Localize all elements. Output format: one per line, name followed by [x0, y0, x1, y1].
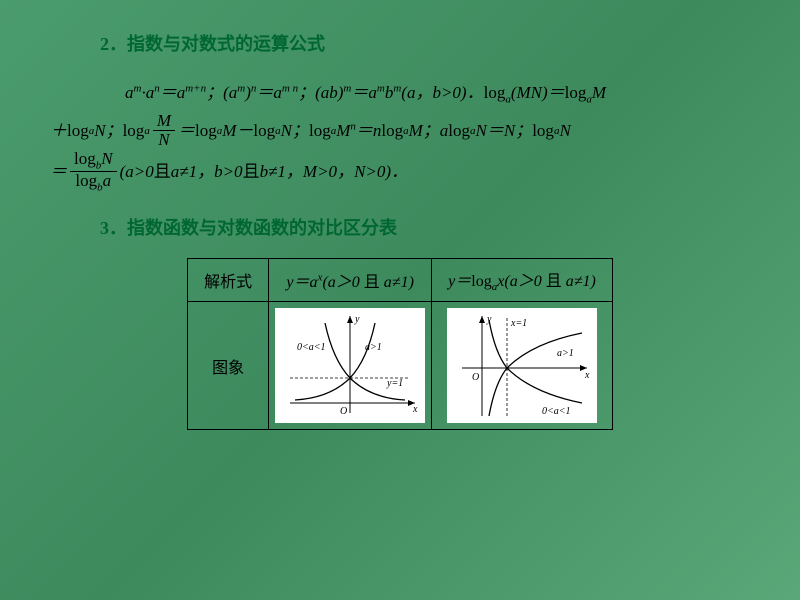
y-axis-label: y — [354, 314, 360, 325]
formula-block: am·an＝am+n；(am)n＝am n；(ab)m＝ambm(a，b>0)．… — [50, 74, 750, 194]
origin-label: O — [472, 372, 479, 383]
x-axis-label: x — [584, 370, 590, 381]
bottom-curve-label: 0<a<1 — [542, 406, 571, 417]
section3-title: 3．指数函数与对数函数的对比区分表 — [100, 214, 750, 240]
exp-graph: y x O 0<a<1 a>1 y=1 — [275, 308, 425, 423]
col-header-formula: 解析式 — [188, 258, 269, 301]
x-axis-label: x — [412, 404, 418, 415]
top-curve-label: a>1 — [557, 348, 574, 359]
section2-number: 2． — [100, 34, 127, 54]
left-curve-label: 0<a<1 — [297, 342, 326, 353]
exp-graph-cell: y x O 0<a<1 a>1 y=1 — [269, 302, 432, 430]
log-graph-cell: y x O x=1 a>1 0<a<1 — [432, 302, 613, 430]
log-graph: y x O x=1 a>1 0<a<1 — [447, 308, 597, 423]
right-curve-label: a>1 — [365, 342, 382, 353]
section2-title: 2．指数与对数式的运算公式 — [100, 30, 750, 56]
formula-line-2: ＋logaN；logaMN＝logaM－logaN；logaMn＝nlogaM；… — [50, 112, 750, 150]
y-axis-label: y — [486, 314, 492, 325]
origin-label: O — [340, 406, 347, 417]
exp-formula-cell: y＝ax(a＞0 且 a≠1) — [269, 258, 432, 301]
table-row: 图象 y — [188, 302, 613, 430]
vline-label: x=1 — [510, 318, 527, 329]
comparison-table-wrap: 解析式 y＝ax(a＞0 且 a≠1) y＝logax(a＞0 且 a≠1) 图… — [50, 258, 750, 430]
log-formula-cell: y＝logax(a＞0 且 a≠1) — [432, 258, 613, 301]
formula-line-1: am·an＝am+n；(am)n＝am n；(ab)m＝ambm(a，b>0)．… — [125, 74, 750, 112]
row-header-graph: 图象 — [188, 302, 269, 430]
section3-number: 3． — [100, 218, 127, 238]
table-row: 解析式 y＝ax(a＞0 且 a≠1) y＝logax(a＞0 且 a≠1) — [188, 258, 613, 301]
slide-content: 2．指数与对数式的运算公式 am·an＝am+n；(am)n＝am n；(ab)… — [0, 0, 800, 450]
comparison-table: 解析式 y＝ax(a＞0 且 a≠1) y＝logax(a＞0 且 a≠1) 图… — [187, 258, 613, 430]
section3-text: 指数函数与对数函数的对比区分表 — [127, 218, 397, 238]
formula-line-3: ＝logbNlogba(a>0 且 a≠1，b>0 且 b≠1，M>0，N>0)… — [50, 150, 750, 194]
section2-text: 指数与对数式的运算公式 — [127, 34, 325, 54]
hline-label: y=1 — [386, 378, 403, 389]
